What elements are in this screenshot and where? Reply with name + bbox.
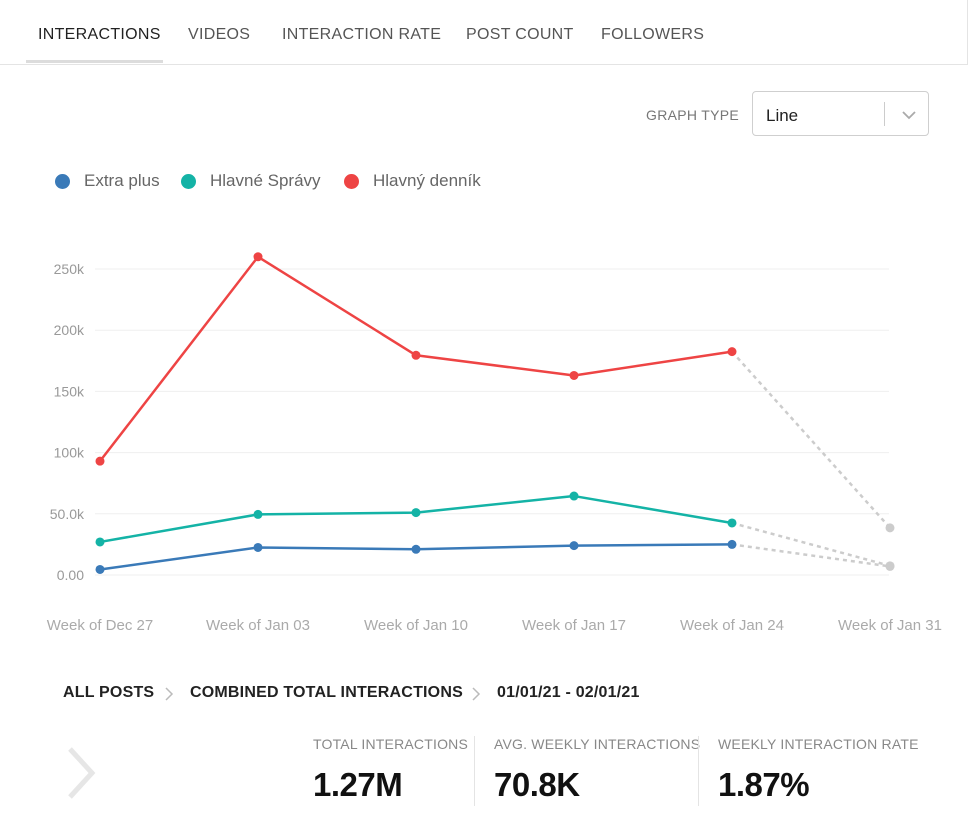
legend-dot (344, 174, 359, 189)
data-point (95, 456, 105, 466)
data-point (411, 544, 421, 554)
data-point (727, 539, 737, 549)
legend-dot (181, 174, 196, 189)
stat-label: WEEKLY INTERACTION RATE (718, 736, 919, 752)
data-point (253, 252, 263, 262)
tab-interaction-rate[interactable]: INTERACTION RATE (282, 26, 442, 43)
graph-type-value: Line (766, 106, 799, 125)
chevron-right-icon[interactable] (60, 745, 100, 801)
stat-avg-weekly-interactions: AVG. WEEKLY INTERACTIONS 70.8K (494, 736, 700, 804)
breadcrumb-date-range: 01/01/21 - 02/01/21 (497, 684, 640, 701)
x-tick-label: Week of Jan 24 (680, 617, 784, 634)
y-tick-label: 0.00 (57, 567, 84, 583)
y-tick-label: 150k (54, 383, 85, 399)
series-line (99, 494, 733, 544)
data-point (411, 508, 421, 518)
stat-value: 1.87% (718, 766, 810, 803)
y-tick-label: 50.0k (50, 506, 85, 522)
x-tick-label: Week of Dec 27 (47, 617, 153, 634)
active-tab-indicator (26, 60, 163, 63)
select-divider (884, 102, 885, 126)
data-point (727, 518, 737, 528)
x-tick-label: Week of Jan 31 (838, 617, 942, 634)
data-point (253, 542, 263, 552)
legend-label: Extra plus (84, 171, 160, 190)
series-partial-line (731, 543, 891, 568)
chevron-right-icon (165, 687, 174, 701)
data-point (569, 541, 579, 551)
data-point (253, 509, 263, 519)
data-point (885, 561, 895, 571)
line-chart: 0.00 50.0k 100k 150k 200k 250k Week of Dec 27 W… (47, 252, 942, 634)
data-point (569, 491, 579, 501)
data-point (95, 564, 105, 574)
data-point (727, 347, 737, 357)
stat-weekly-interaction-rate: WEEKLY INTERACTION RATE 1.87% (718, 736, 919, 804)
y-tick-label: 250k (54, 261, 85, 277)
legend-label: Hlavné Správy (210, 171, 321, 190)
stat-value: 70.8K (494, 766, 580, 803)
stat-label: AVG. WEEKLY INTERACTIONS (494, 736, 701, 752)
stat-total-interactions: TOTAL INTERACTIONS 1.27M (313, 736, 468, 804)
breadcrumb-all-posts[interactable]: ALL POSTS (63, 684, 155, 701)
graph-type-label: GRAPH TYPE (646, 107, 739, 123)
stat-value: 1.27M (313, 766, 403, 803)
legend-label: Hlavný denník (373, 171, 481, 190)
data-point (569, 370, 579, 380)
breadcrumb-combined-total[interactable]: COMBINED TOTAL INTERACTIONS (190, 684, 463, 701)
metric-tabs: INTERACTIONS VIDEOS INTERACTION RATE POS… (0, 0, 968, 65)
data-point (411, 350, 421, 360)
series-partial-line (731, 521, 891, 568)
x-tick-label: Week of Jan 17 (522, 617, 626, 634)
chevron-down-icon[interactable] (898, 104, 920, 126)
stat-divider (474, 736, 475, 806)
data-point (95, 537, 105, 547)
tab-interactions[interactable]: INTERACTIONS (38, 26, 161, 43)
stat-label: TOTAL INTERACTIONS (313, 736, 469, 752)
x-tick-label: Week of Jan 10 (364, 617, 468, 634)
x-tick-label: Week of Jan 03 (206, 617, 310, 634)
series-partial-line (731, 350, 891, 529)
data-point (885, 523, 895, 533)
graph-type-select[interactable]: Line (752, 91, 929, 136)
tab-followers[interactable]: FOLLOWERS (601, 26, 705, 43)
stat-divider (698, 736, 699, 806)
legend-dot (55, 174, 70, 189)
tab-post-count[interactable]: POST COUNT (466, 26, 574, 43)
y-tick-label: 100k (54, 445, 85, 461)
tab-videos[interactable]: VIDEOS (188, 26, 251, 43)
chevron-right-icon (472, 687, 481, 701)
y-tick-label: 200k (54, 322, 85, 338)
